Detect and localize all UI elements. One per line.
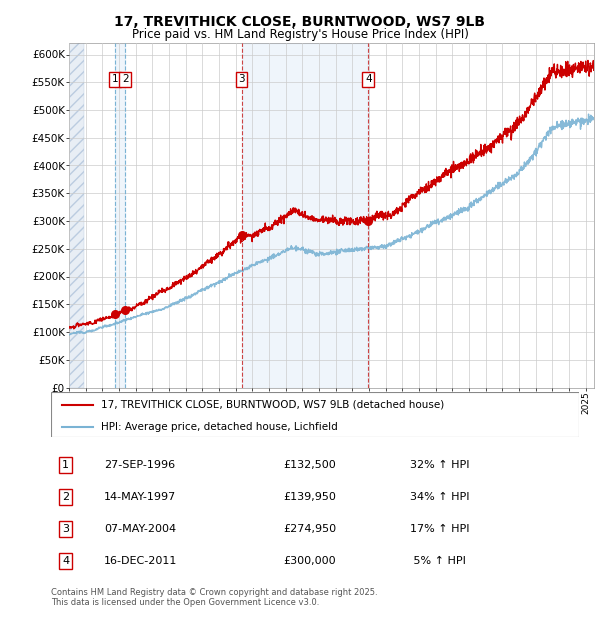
Text: 32% ↑ HPI: 32% ↑ HPI — [410, 461, 470, 471]
Text: 2: 2 — [122, 74, 128, 84]
Text: 17, TREVITHICK CLOSE, BURNTWOOD, WS7 9LB (detached house): 17, TREVITHICK CLOSE, BURNTWOOD, WS7 9LB… — [101, 400, 445, 410]
Text: £139,950: £139,950 — [283, 492, 336, 502]
Text: Price paid vs. HM Land Registry's House Price Index (HPI): Price paid vs. HM Land Registry's House … — [131, 28, 469, 41]
Text: 27-SEP-1996: 27-SEP-1996 — [104, 461, 175, 471]
Point — [364, 216, 373, 226]
Text: £132,500: £132,500 — [283, 461, 336, 471]
Text: 4: 4 — [62, 556, 70, 565]
Point — [110, 309, 119, 319]
Point — [236, 230, 247, 240]
Text: 2: 2 — [62, 492, 70, 502]
Text: 3: 3 — [238, 74, 245, 84]
Text: 3: 3 — [62, 524, 69, 534]
Point — [121, 305, 130, 315]
Text: 17% ↑ HPI: 17% ↑ HPI — [410, 524, 470, 534]
Text: 5% ↑ HPI: 5% ↑ HPI — [410, 556, 466, 565]
Bar — [241, 43, 368, 388]
Text: Contains HM Land Registry data © Crown copyright and database right 2025.
This d: Contains HM Land Registry data © Crown c… — [51, 588, 377, 607]
Text: 1: 1 — [62, 461, 69, 471]
Text: 34% ↑ HPI: 34% ↑ HPI — [410, 492, 470, 502]
Text: 16-DEC-2011: 16-DEC-2011 — [104, 556, 177, 565]
Text: 17, TREVITHICK CLOSE, BURNTWOOD, WS7 9LB: 17, TREVITHICK CLOSE, BURNTWOOD, WS7 9LB — [115, 16, 485, 30]
Text: HPI: Average price, detached house, Lichfield: HPI: Average price, detached house, Lich… — [101, 422, 338, 432]
Text: 07-MAY-2004: 07-MAY-2004 — [104, 524, 176, 534]
Text: £300,000: £300,000 — [283, 556, 336, 565]
Text: 14-MAY-1997: 14-MAY-1997 — [104, 492, 176, 502]
FancyBboxPatch shape — [51, 392, 579, 437]
Text: 4: 4 — [365, 74, 371, 84]
Bar — [115, 43, 125, 388]
Text: £274,950: £274,950 — [283, 524, 337, 534]
Text: 1: 1 — [112, 74, 118, 84]
